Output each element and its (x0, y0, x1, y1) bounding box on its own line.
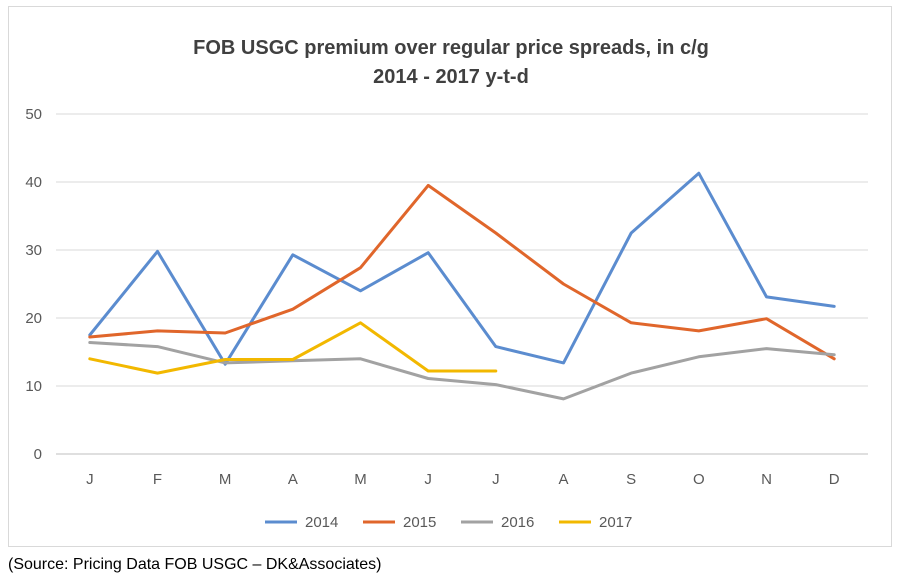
x-tick-label: M (354, 471, 367, 488)
line-chart: FOB USGC premium over regular price spre… (25, 37, 868, 531)
series-line-2015 (88, 183, 836, 361)
x-tick-label: D (829, 471, 840, 488)
chart-frame: FOB USGC premium over regular price spre… (8, 6, 892, 547)
series-group (88, 171, 836, 401)
legend-label-2015: 2015 (403, 514, 436, 531)
series-line-2014 (88, 171, 836, 366)
x-tick-label: A (558, 471, 568, 488)
gridlines (56, 113, 868, 455)
legend: 2014 2015 2016 2017 (265, 514, 632, 531)
chart-title: FOB USGC premium over regular price spre… (193, 37, 709, 59)
y-tick-label: 40 (25, 174, 42, 191)
x-tick-label: J (424, 471, 432, 488)
x-tick-label: A (288, 471, 298, 488)
x-tick-label: M (219, 471, 232, 488)
legend-label-2014: 2014 (305, 514, 338, 531)
x-tick-label: F (153, 471, 162, 488)
x-tick-label: S (626, 471, 636, 488)
chart-subtitle: 2014 - 2017 y-t-d (373, 66, 529, 88)
y-tick-label: 50 (25, 106, 42, 123)
y-tick-label: 10 (25, 378, 42, 395)
x-tick-label: J (492, 471, 500, 488)
x-tick-label: N (761, 471, 772, 488)
y-tick-label: 30 (25, 242, 42, 259)
y-tick-label: 0 (34, 446, 42, 463)
legend-label-2017: 2017 (599, 514, 632, 531)
legend-label-2016: 2016 (501, 514, 534, 531)
x-tick-label: J (86, 471, 94, 488)
y-tick-label: 20 (25, 310, 42, 327)
y-axis: 0 10 20 30 40 50 (25, 106, 42, 463)
series-line-2016 (88, 341, 836, 401)
series-line-2017 (88, 321, 498, 375)
x-tick-label: O (693, 471, 705, 488)
source-note: (Source: Pricing Data FOB USGC – DK&Asso… (8, 556, 382, 573)
